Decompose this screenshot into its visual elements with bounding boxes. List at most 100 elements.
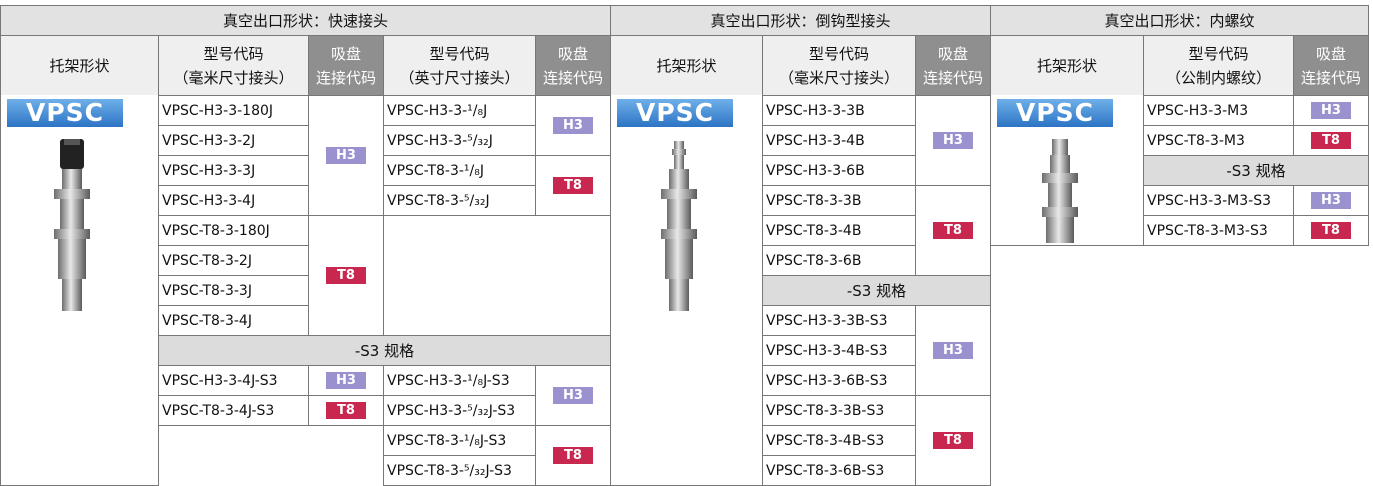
code-cell: H3 bbox=[308, 95, 384, 216]
logo: VPSC bbox=[997, 99, 1113, 127]
code-badge: H3 bbox=[326, 372, 366, 389]
column-header: 型号代码 （公制内螺纹） bbox=[1143, 35, 1294, 96]
model-cell: VPSC-H3-3-2J bbox=[158, 125, 309, 156]
header-line: （公制内螺纹） bbox=[1165, 68, 1271, 87]
header-line: 型号代码 bbox=[808, 44, 869, 63]
code-badge: H3 bbox=[933, 132, 973, 149]
model-cell: VPSC-T8-3-6B bbox=[762, 245, 916, 276]
header-line: （毫米尺寸接头） bbox=[173, 68, 294, 87]
model-cell: VPSC-H3-3-180J bbox=[158, 95, 309, 126]
model-cell: VPSC-T8-3-3B-S3 bbox=[762, 395, 916, 426]
header-line: 吸盘 bbox=[557, 44, 588, 63]
model-cell: VPSC-H3-3-3B bbox=[762, 95, 916, 126]
header-line: 连接代码 bbox=[922, 68, 983, 87]
code-badge: T8 bbox=[326, 402, 366, 419]
header-line: 型号代码 bbox=[203, 44, 264, 63]
product-image bbox=[1041, 139, 1078, 243]
model-cell: VPSC-T8-3-⁵/₃₂J bbox=[383, 185, 536, 216]
column-header: 吸盘 连接代码 bbox=[535, 35, 611, 96]
code-cell: H3 bbox=[915, 95, 991, 186]
header-line: 型号代码 bbox=[1188, 44, 1249, 63]
code-badge: T8 bbox=[1311, 222, 1351, 239]
image-wrap bbox=[1030, 137, 1090, 251]
header-line: 吸盘 bbox=[937, 44, 968, 63]
model-cell: VPSC-H3-3-¹/₈J-S3 bbox=[383, 365, 536, 396]
model-cell: VPSC-T8-3-¹/₈J bbox=[383, 155, 536, 186]
header-line: 吸盘 bbox=[1315, 44, 1346, 63]
model-cell: VPSC-T8-3-6B-S3 bbox=[762, 455, 916, 486]
logo: VPSC bbox=[617, 99, 733, 127]
header-line: 连接代码 bbox=[542, 68, 603, 87]
model-cell: VPSC-H3-3-4B-S3 bbox=[762, 335, 916, 366]
code-badge: T8 bbox=[933, 222, 973, 239]
code-badge: H3 bbox=[553, 387, 593, 404]
header-line: 连接代码 bbox=[315, 68, 376, 87]
section-title: 真空出口形状：倒钩型接头 bbox=[610, 5, 991, 36]
code-cell: T8 bbox=[535, 425, 611, 486]
subsection-title: -S3 规格 bbox=[158, 335, 611, 366]
code-badge: T8 bbox=[933, 432, 973, 449]
section-title: 真空出口形状：内螺纹 bbox=[990, 5, 1369, 36]
code-badge: T8 bbox=[553, 177, 593, 194]
model-cell: VPSC-T8-3-M3-S3 bbox=[1143, 215, 1294, 246]
model-cell: VPSC-T8-3-180J bbox=[158, 215, 309, 246]
subsection-title: -S3 规格 bbox=[762, 275, 991, 306]
empty-cell bbox=[383, 215, 611, 336]
code-cell: H3 bbox=[1293, 95, 1369, 126]
product-image bbox=[54, 139, 90, 311]
model-cell: VPSC-T8-3-4J bbox=[158, 305, 309, 336]
model-cell: VPSC-T8-3-4B-S3 bbox=[762, 425, 916, 456]
code-cell: T8 bbox=[308, 215, 384, 336]
column-header: 型号代码 （毫米尺寸接头） bbox=[762, 35, 916, 96]
code-cell: T8 bbox=[535, 155, 611, 216]
model-cell: VPSC-T8-3-⁵/₃₂J-S3 bbox=[383, 455, 536, 486]
model-cell: VPSC-H3-3-⁵/₃₂J-S3 bbox=[383, 395, 536, 426]
model-cell: VPSC-T8-3-2J bbox=[158, 245, 309, 276]
model-cell: VPSC-T8-3-4B bbox=[762, 215, 916, 246]
column-header: 托架形状 bbox=[990, 35, 1144, 96]
model-cell: VPSC-H3-3-3B-S3 bbox=[762, 305, 916, 336]
model-cell: VPSC-H3-3-6B bbox=[762, 155, 916, 186]
logo: VPSC bbox=[7, 99, 123, 127]
code-cell: H3 bbox=[308, 365, 384, 396]
header-line: （英寸尺寸接头） bbox=[399, 68, 520, 87]
column-header: 吸盘 连接代码 bbox=[915, 35, 991, 96]
mount-cell: VPSC bbox=[610, 95, 763, 486]
section-title: 真空出口形状：快速接头 bbox=[0, 5, 611, 36]
column-header: 吸盘 连接代码 bbox=[1293, 35, 1369, 96]
header-line: 吸盘 bbox=[330, 44, 361, 63]
code-cell: H3 bbox=[535, 95, 611, 156]
code-badge: T8 bbox=[1311, 132, 1351, 149]
code-cell: T8 bbox=[308, 395, 384, 426]
column-header: 托架形状 bbox=[0, 35, 159, 96]
code-badge: T8 bbox=[326, 267, 366, 284]
model-cell: VPSC-H3-3-⁵/₃₂J bbox=[383, 125, 536, 156]
model-cell: VPSC-T8-3-3B bbox=[762, 185, 916, 216]
header-line: （毫米尺寸接头） bbox=[778, 68, 899, 87]
model-cell: VPSC-T8-3-4J-S3 bbox=[158, 395, 309, 426]
model-cell: VPSC-H3-3-M3 bbox=[1143, 95, 1294, 126]
column-header: 吸盘 连接代码 bbox=[308, 35, 384, 96]
code-cell: T8 bbox=[915, 395, 991, 486]
code-cell: T8 bbox=[1293, 215, 1369, 246]
code-badge: H3 bbox=[933, 342, 973, 359]
model-cell: VPSC-H3-3-4J bbox=[158, 185, 309, 216]
image-wrap bbox=[649, 137, 709, 321]
code-cell: H3 bbox=[915, 305, 991, 396]
image-wrap bbox=[42, 137, 102, 321]
code-cell: T8 bbox=[915, 185, 991, 276]
header-line: 型号代码 bbox=[429, 44, 490, 63]
model-cell: VPSC-H3-3-¹/₈J bbox=[383, 95, 536, 126]
code-badge: H3 bbox=[1311, 192, 1351, 209]
mount-cell: VPSC bbox=[0, 95, 159, 486]
model-cell: VPSC-T8-3-3J bbox=[158, 275, 309, 306]
code-badge: H3 bbox=[553, 117, 593, 134]
mount-cell: VPSC bbox=[990, 95, 1144, 246]
column-header: 型号代码 （毫米尺寸接头） bbox=[158, 35, 309, 96]
column-header: 型号代码 （英寸尺寸接头） bbox=[383, 35, 536, 96]
model-cell: VPSC-H3-3-4B bbox=[762, 125, 916, 156]
header-line: 连接代码 bbox=[1300, 68, 1361, 87]
code-badge: H3 bbox=[326, 147, 366, 164]
column-header: 托架形状 bbox=[610, 35, 763, 96]
model-cell: VPSC-H3-3-3J bbox=[158, 155, 309, 186]
